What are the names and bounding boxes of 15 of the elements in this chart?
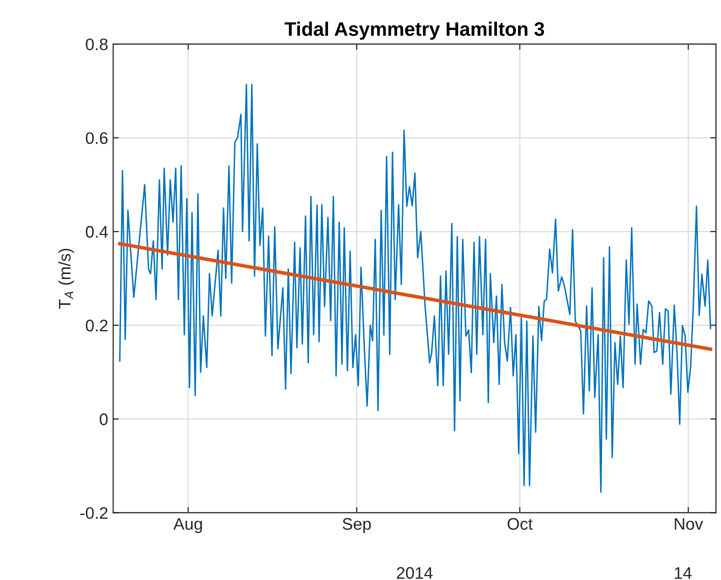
y-tick-label: 0.2 [86,320,108,332]
y-tick-label: 0 [100,413,108,426]
text: 14 [674,567,692,579]
x-tick-label: Oct [508,518,533,530]
y-tick-label: 0.6 [86,132,108,144]
line-series [119,84,712,493]
y-tick-label: 0.8 [86,38,108,50]
text: 2014 [396,567,433,579]
chart-title: Tidal Asymmetry Hamilton 3 [284,22,544,40]
y-tick-label: -0.2 [80,507,108,519]
y-tick-label: 0.4 [86,226,108,238]
x-tick-label: Sep [342,518,371,534]
x-tick-label: Nov [674,518,704,530]
x-tick-label: Aug [173,518,202,534]
y-axis-title: T$_{A}$ (m/s) [58,248,74,309]
